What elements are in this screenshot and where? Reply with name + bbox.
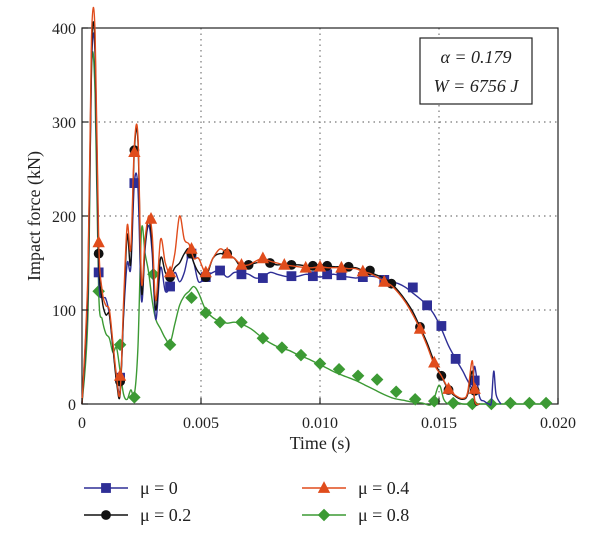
series-diamond-point	[113, 338, 127, 352]
grid-lines	[82, 28, 558, 404]
series-triangle-group	[81, 6, 481, 406]
legend-label: μ = 0	[140, 478, 178, 498]
series-triangle-point	[92, 235, 105, 248]
series-triangle-point	[199, 265, 212, 278]
x-tick-label: 0.020	[540, 415, 576, 432]
y-tick-label: 200	[52, 209, 76, 226]
legend-marker	[101, 483, 111, 493]
series-triangle-point	[128, 145, 141, 157]
series-square-point	[450, 353, 461, 364]
series-diamond-point	[370, 373, 384, 386]
series-diamond-point	[447, 396, 460, 410]
series-triangle-point	[299, 260, 312, 273]
series-diamond-point	[351, 369, 365, 383]
series-diamond-point	[313, 357, 327, 370]
series-diamond-point	[275, 341, 289, 354]
x-tick-label: 0.015	[421, 415, 457, 432]
series-triangle-point	[313, 259, 327, 272]
series-triangle-point	[235, 258, 248, 270]
series-layer	[81, 6, 553, 411]
series-triangle-point	[468, 382, 481, 394]
axis-ticks: 0 0.005 0.010 0.015 0.020 0 100 200 300 400	[52, 21, 576, 432]
series-triangle-point	[278, 258, 291, 270]
legend-label: μ = 0.4	[358, 478, 409, 498]
series-triangle-point	[144, 211, 158, 224]
series-diamond-point	[294, 348, 308, 362]
series-diamond-point	[539, 396, 553, 410]
legend-label: μ = 0.2	[140, 505, 191, 525]
y-tick-label: 0	[68, 397, 76, 414]
series-triangle-point	[335, 260, 348, 273]
annotation-energy: W = 6756 J	[434, 76, 520, 96]
series-triangle-point	[113, 368, 127, 381]
annotation-box: α = 0.179 W = 6756 J	[419, 37, 533, 105]
legend-item: μ = 0	[84, 478, 178, 498]
series-square-point	[165, 281, 175, 292]
y-tick-label: 300	[52, 115, 76, 132]
series-square-point	[307, 271, 318, 282]
series-triangle-point	[163, 265, 177, 278]
series-triangle-point	[185, 242, 198, 254]
series-triangle-point	[256, 251, 270, 264]
series-square-point	[215, 265, 225, 276]
legend-item: μ = 0.8	[302, 505, 409, 525]
x-axis-title: Time (s)	[290, 433, 351, 454]
series-diamond-point	[504, 396, 517, 410]
series-square-point	[257, 273, 268, 283]
legend-label: μ = 0.8	[358, 505, 409, 525]
series-square-point	[129, 178, 140, 189]
series-diamond-point	[163, 338, 177, 352]
series-diamond-point	[389, 385, 403, 399]
series-square-point	[436, 321, 447, 331]
series-triangle-point	[378, 274, 391, 287]
legend: μ = 0 μ = 0.2 μ = 0.4 μ = 0.8	[84, 478, 409, 525]
series-square-point	[236, 269, 247, 280]
series-square-point	[422, 300, 433, 311]
series-triangle-point	[442, 382, 455, 394]
y-tick-label: 100	[52, 303, 76, 320]
y-axis-title: Impact force (kN)	[24, 151, 45, 281]
series-diamond-point	[523, 396, 536, 410]
series-square-point	[407, 282, 418, 293]
series-diamond-point	[332, 362, 346, 376]
legend-item: μ = 0.4	[302, 478, 409, 498]
legend-marker	[101, 510, 111, 520]
series-triangle-point	[428, 355, 441, 368]
y-tick-label: 400	[52, 21, 76, 38]
x-tick-label: 0.010	[302, 415, 338, 432]
series-diamond-point	[199, 306, 213, 320]
x-tick-label: 0.005	[183, 415, 219, 432]
legend-item: μ = 0.2	[84, 505, 191, 525]
series-triangle-point	[413, 321, 427, 334]
series-diamond-point	[213, 315, 227, 329]
series-triangle-point	[221, 246, 234, 259]
x-tick-label: 0	[78, 415, 86, 432]
series-diamond-point	[256, 331, 270, 345]
series-square-point	[286, 271, 297, 282]
series-diamond-point	[185, 291, 198, 305]
annotation-frame	[419, 37, 533, 105]
legend-marker	[317, 481, 331, 493]
legend-marker	[317, 508, 331, 522]
series-diamond-point	[235, 315, 248, 329]
annotation-alpha: α = 0.179	[440, 47, 511, 67]
series-triangle-point	[356, 264, 370, 277]
series-diamond-point	[408, 393, 422, 406]
series-diamond-point	[128, 391, 141, 404]
series-diamond-point	[427, 394, 441, 408]
